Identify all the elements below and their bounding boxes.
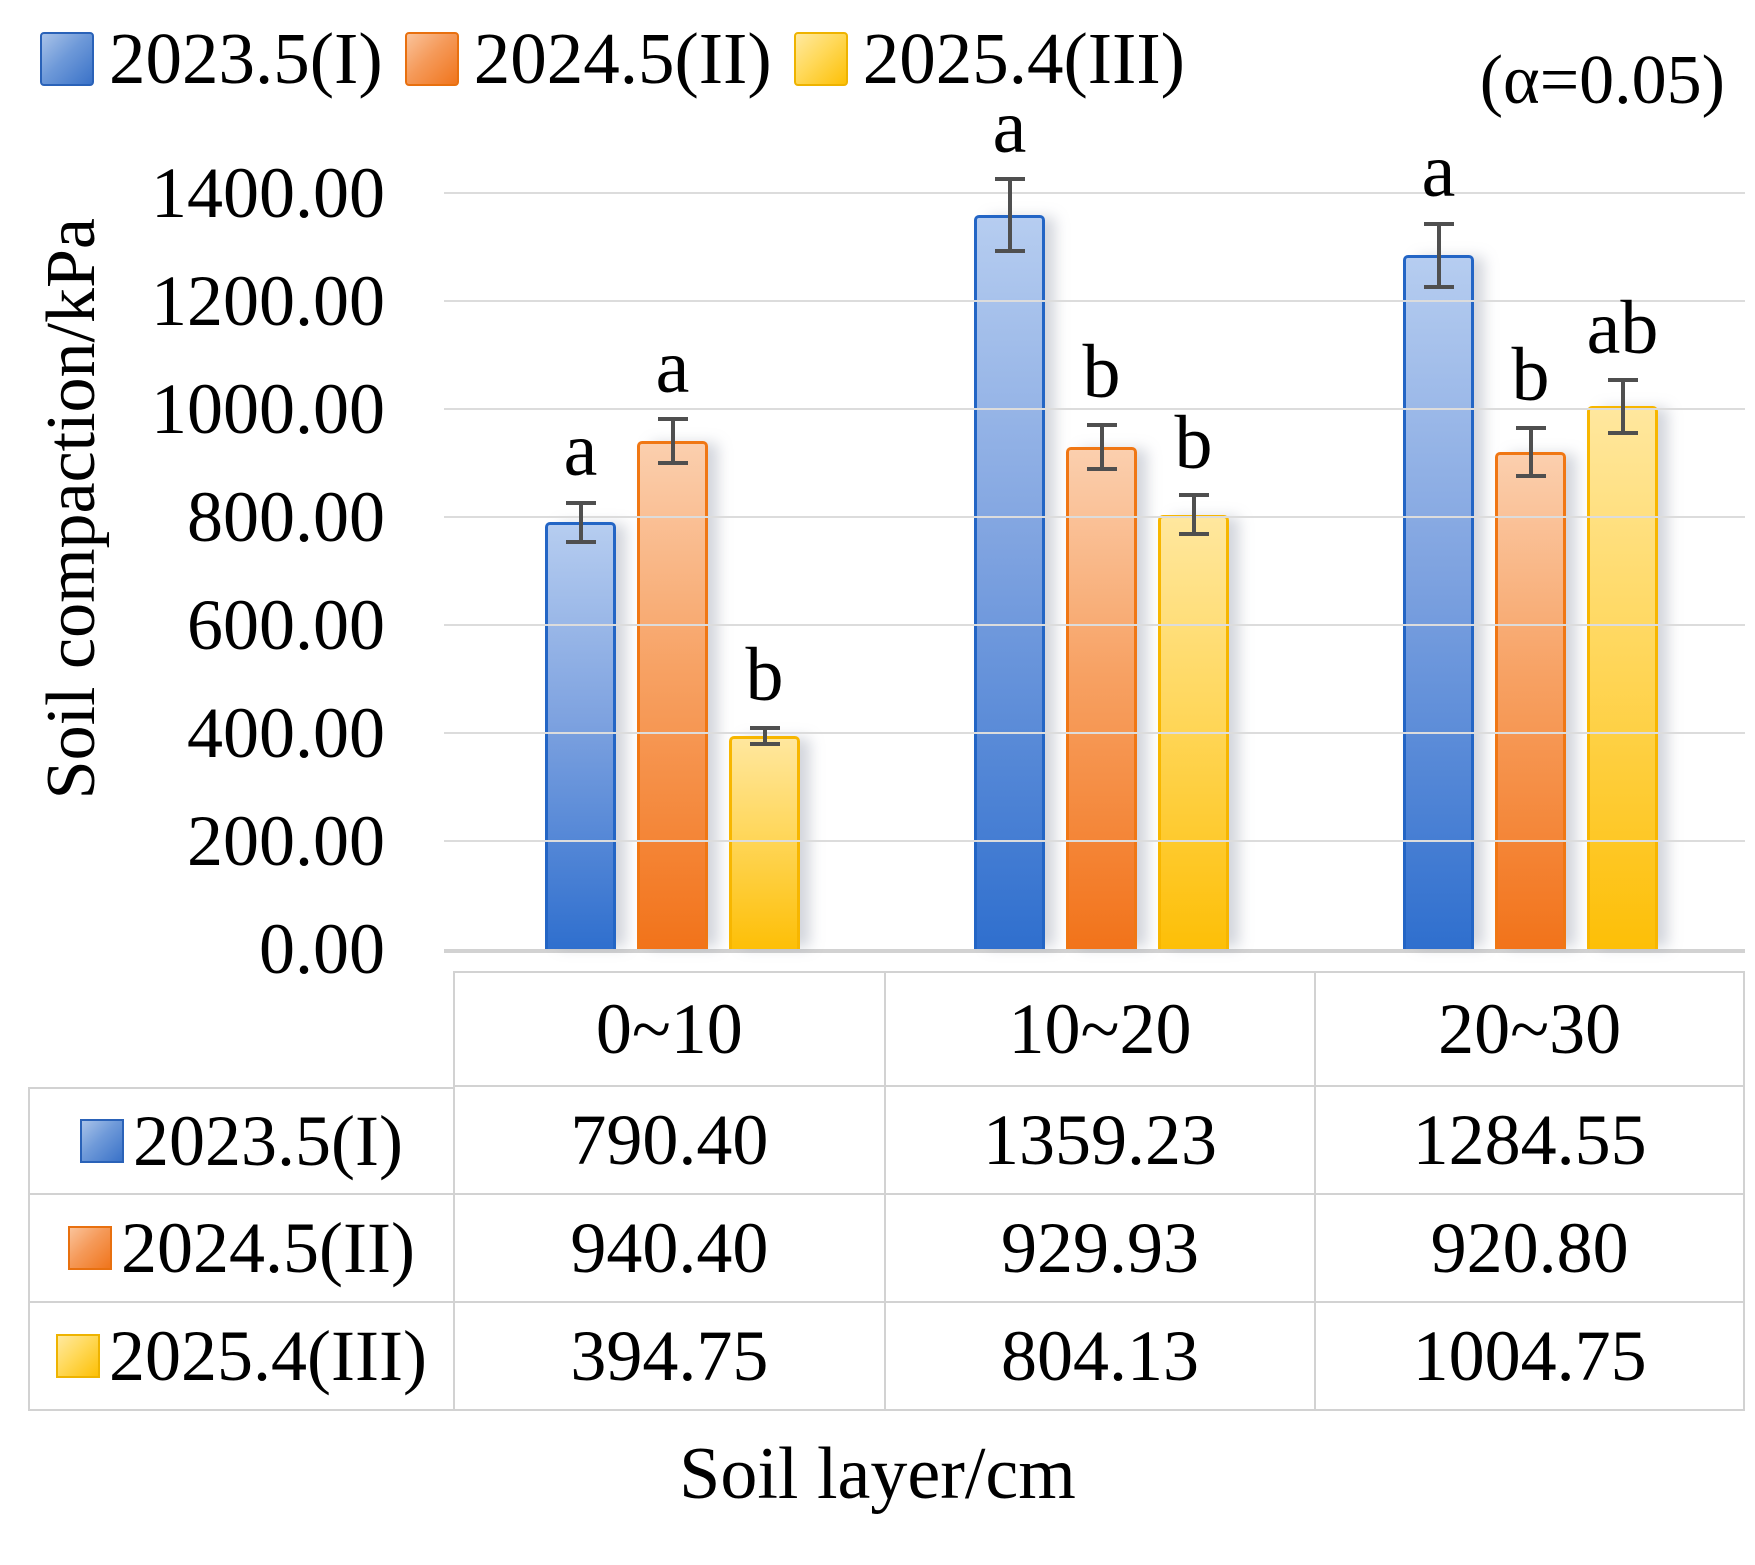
- error-bar: [1099, 422, 1104, 472]
- table-key-swatch-icon: [68, 1226, 113, 1270]
- error-bar: [1436, 221, 1441, 289]
- legend-swatch-blue-icon: [40, 31, 94, 86]
- legend-label: 2023.5(I): [109, 18, 383, 99]
- y-axis-tick-labels: 0.00 200.00 400.00 600.00 800.00 1000.00 1200.…: [120, 155, 430, 987]
- y-tick-label: 600.00: [187, 585, 385, 665]
- gridline: [444, 516, 1745, 518]
- table-row-header: 2025.4(III): [28, 1303, 453, 1411]
- bar-groups: a a b a b b a b ab: [458, 89, 1745, 949]
- table-row-label: 2023.5(I): [133, 1101, 403, 1181]
- bar-slot: b: [1158, 193, 1229, 949]
- table-value-cell: 804.13: [883, 1303, 1315, 1411]
- gridline: [444, 192, 1745, 194]
- bar-2023.5(I)-10~20: [974, 215, 1045, 949]
- bar-2024.5(II)-20~30: [1495, 451, 1566, 949]
- table-col-header: 20~30: [1314, 971, 1745, 1087]
- gridline: [444, 408, 1745, 410]
- bar-slot: ab: [1587, 193, 1658, 949]
- sig-letter: b: [1082, 330, 1121, 415]
- bar-2025.4(III)-10~20: [1158, 514, 1229, 949]
- y-tick-label: 1000.00: [151, 369, 385, 449]
- y-tick-label: 1400.00: [151, 153, 385, 233]
- sig-letter: b: [1174, 400, 1213, 485]
- plot-area: a a b a b b a b ab: [444, 89, 1745, 953]
- y-tick-label: 0.00: [259, 909, 385, 989]
- legend-item-2025: 2025.4(III): [793, 18, 1185, 99]
- table-value-cell: 920.80: [1314, 1195, 1745, 1303]
- error-bar: [1007, 177, 1012, 253]
- table-value-cell: 1284.55: [1314, 1087, 1745, 1195]
- legend-swatch-orange-icon: [404, 31, 459, 86]
- bar-2025.4(III)-20~30: [1587, 406, 1658, 949]
- bar-2024.5(II)-0~10: [637, 441, 708, 949]
- legend: 2023.5(I) 2024.5(II) 2025.4(III) (α=0.05…: [0, 0, 1755, 116]
- gridline: [444, 624, 1745, 626]
- data-table: 0~10 10~20 20~30 2023.5(I) 790.40 1359.23 1284…: [28, 971, 1745, 1411]
- error-bar: [1620, 378, 1625, 435]
- bar-slot: a: [974, 89, 1045, 949]
- sig-letter: b: [1511, 333, 1550, 418]
- y-tick-label: 1200.00: [151, 261, 385, 341]
- bar-chart: Soil compaction/kPa 0.00 200.00 400.00 600.…: [25, 89, 1745, 987]
- bar-slot: a: [637, 193, 708, 949]
- bar-slot: b: [729, 193, 800, 949]
- gridline: [444, 840, 1745, 842]
- table-col-header: 10~20: [883, 971, 1315, 1087]
- table-row-label: 2025.4(III): [109, 1316, 427, 1396]
- legend-swatch-yellow-icon: [793, 31, 848, 86]
- legend-item-2024: 2024.5(II): [404, 18, 772, 99]
- table-key-swatch-icon: [80, 1119, 125, 1163]
- error-bar: [1528, 425, 1533, 478]
- bar-slot: b: [1495, 193, 1566, 949]
- legend-label: 2025.4(III): [862, 18, 1185, 99]
- y-tick-label: 800.00: [187, 477, 385, 557]
- table-value-cell: 1004.75: [1314, 1303, 1745, 1411]
- legend-item-2023: 2023.5(I): [40, 22, 383, 95]
- table-value-cell: 1359.23: [883, 1087, 1315, 1195]
- bar-2025.4(III)-0~10: [729, 735, 800, 949]
- gridline: [444, 732, 1745, 734]
- bar-2023.5(I)-20~30: [1403, 255, 1474, 949]
- gridline: [444, 300, 1745, 302]
- sig-letter: a: [655, 324, 690, 409]
- table-value-cell: 394.75: [453, 1303, 884, 1411]
- table-value-cell: 929.93: [883, 1195, 1315, 1303]
- bar-2024.5(II)-10~20: [1066, 446, 1137, 949]
- table-value-cell: 940.40: [453, 1195, 884, 1303]
- sig-letter: a: [563, 408, 598, 493]
- table-col-header: 0~10: [453, 971, 884, 1087]
- x-axis-line: [444, 949, 1745, 953]
- bar-slot: a: [545, 193, 616, 949]
- alpha-significance-note: (α=0.05): [1479, 42, 1725, 119]
- error-bar: [670, 416, 675, 466]
- table-row-header: 2023.5(I): [28, 1087, 453, 1195]
- table-row-label: 2024.5(II): [121, 1208, 415, 1288]
- x-axis-title: Soil layer/cm: [679, 1433, 1076, 1515]
- table-key-swatch-icon: [56, 1334, 101, 1378]
- error-bar: [578, 500, 583, 544]
- y-tick-label: 400.00: [187, 693, 385, 773]
- error-bar: [762, 725, 767, 747]
- table-corner-blank: [28, 971, 453, 1087]
- table-value-cell: 790.40: [453, 1087, 884, 1195]
- error-bar: [1191, 493, 1196, 537]
- sig-letter: ab: [1586, 285, 1659, 370]
- legend-label: 2024.5(II): [473, 18, 772, 99]
- y-tick-label: 200.00: [187, 801, 385, 881]
- table-row-header: 2024.5(II): [28, 1195, 453, 1303]
- sig-letter: a: [1421, 129, 1456, 214]
- bar-2023.5(I)-0~10: [545, 522, 616, 949]
- sig-letter: a: [992, 84, 1027, 169]
- bar-slot: a: [1403, 133, 1474, 949]
- y-axis-title: Soil compaction/kPa: [33, 217, 110, 799]
- bar-group-20~30: a b ab: [1316, 133, 1745, 949]
- bar-slot: b: [1066, 193, 1137, 949]
- sig-letter: b: [745, 633, 784, 718]
